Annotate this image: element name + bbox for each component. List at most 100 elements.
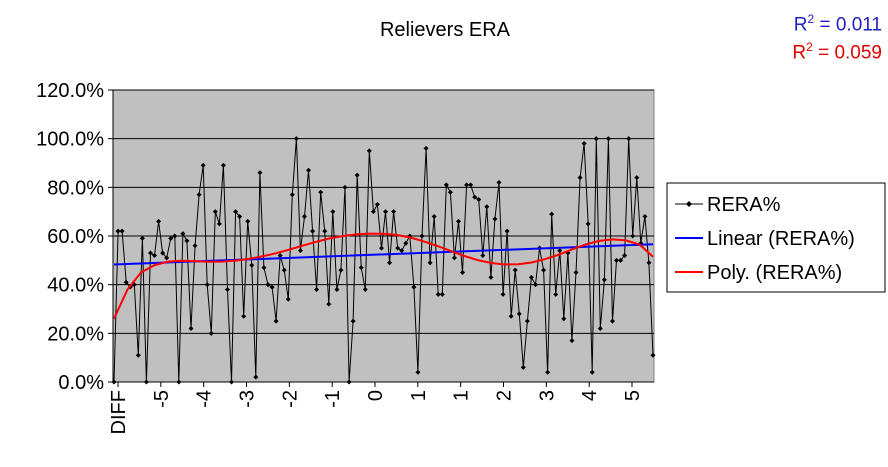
data-point — [387, 260, 393, 266]
data-point — [318, 189, 324, 195]
data-point — [520, 364, 526, 370]
data-point — [443, 182, 449, 188]
data-point — [468, 182, 474, 188]
data-point — [115, 228, 121, 234]
data-point — [362, 287, 368, 293]
poly-trendline — [113, 232, 654, 320]
data-point — [257, 170, 263, 176]
data-point — [293, 136, 299, 142]
data-point — [573, 270, 579, 275]
data-point — [545, 369, 551, 375]
data-point — [634, 175, 640, 181]
data-point — [297, 248, 303, 254]
data-point — [399, 248, 405, 254]
data-point — [395, 245, 401, 251]
data-point — [261, 265, 267, 271]
y-tick-label: 60.0% — [47, 226, 104, 248]
legend-box — [666, 182, 886, 293]
data-point — [561, 316, 567, 322]
data-point — [557, 248, 563, 254]
data-point — [204, 282, 210, 288]
data-point — [403, 240, 409, 246]
data-point — [423, 145, 429, 151]
data-point — [334, 287, 340, 293]
data-point — [569, 338, 575, 344]
data-point — [391, 209, 397, 215]
data-point — [289, 192, 295, 198]
data-point — [237, 214, 243, 220]
data-point — [524, 318, 530, 324]
data-point — [338, 267, 344, 273]
legend-marker — [686, 201, 692, 207]
data-point — [500, 291, 506, 297]
data-point — [464, 182, 470, 188]
data-point — [630, 233, 636, 239]
data-point — [342, 184, 348, 190]
x-tick-label: 4 — [579, 390, 601, 401]
data-point — [492, 216, 498, 222]
data-point — [374, 201, 380, 207]
data-point — [330, 209, 336, 215]
data-point — [508, 313, 514, 319]
data-point — [224, 287, 230, 293]
y-tick-label: 0.0% — [58, 372, 104, 394]
r2-linear-label: R2 = 0.011 — [793, 12, 882, 36]
data-point — [200, 162, 206, 168]
data-point — [601, 277, 607, 283]
data-point — [451, 255, 457, 261]
data-point — [285, 296, 291, 302]
data-point — [532, 282, 538, 288]
x-tick-label: -5 — [151, 390, 173, 408]
data-point — [415, 369, 421, 375]
data-point — [277, 252, 283, 258]
data-point — [609, 318, 615, 324]
data-point — [273, 318, 279, 324]
y-tick-label: 100.0% — [36, 129, 104, 151]
data-point — [528, 274, 534, 280]
x-tick-label: 2 — [494, 390, 516, 401]
data-point — [605, 136, 611, 142]
x-tick-label: DIFF — [108, 390, 130, 434]
data-point — [111, 379, 117, 385]
data-point — [269, 284, 275, 290]
data-point — [160, 250, 166, 256]
data-point — [504, 228, 510, 234]
data-point — [245, 218, 251, 224]
data-point — [184, 238, 190, 244]
data-point — [476, 197, 482, 202]
data-point — [208, 330, 214, 336]
y-tick-label: 80.0% — [47, 177, 104, 199]
data-point — [618, 257, 624, 263]
data-point — [196, 192, 202, 198]
r2-poly-label: R2 = 0.059 — [792, 40, 882, 64]
x-tick-label: -1 — [322, 390, 344, 408]
data-point — [152, 252, 158, 258]
data-point — [326, 301, 332, 307]
x-tick-label: -4 — [194, 390, 216, 408]
data-point — [439, 291, 445, 297]
data-point — [249, 262, 255, 268]
data-point — [460, 270, 466, 275]
data-point — [314, 287, 320, 293]
data-point — [147, 250, 153, 256]
data-point — [310, 228, 316, 234]
data-point — [593, 136, 599, 142]
data-point — [378, 245, 384, 251]
data-point — [139, 235, 145, 241]
x-tick-label: 1 — [451, 390, 473, 401]
data-point — [383, 209, 389, 215]
x-tick-label: -2 — [279, 390, 301, 408]
data-point — [306, 167, 312, 173]
data-point — [431, 214, 437, 220]
legend-label: Poly. (RERA%) — [707, 262, 842, 284]
data-point — [301, 214, 307, 220]
data-point — [346, 379, 352, 385]
data-point — [496, 179, 502, 185]
data-point — [484, 204, 490, 210]
data-point — [322, 228, 328, 234]
data-point — [241, 313, 247, 319]
data-point — [168, 235, 174, 241]
data-point — [253, 374, 259, 380]
data-point — [472, 194, 478, 200]
data-point — [622, 252, 628, 258]
